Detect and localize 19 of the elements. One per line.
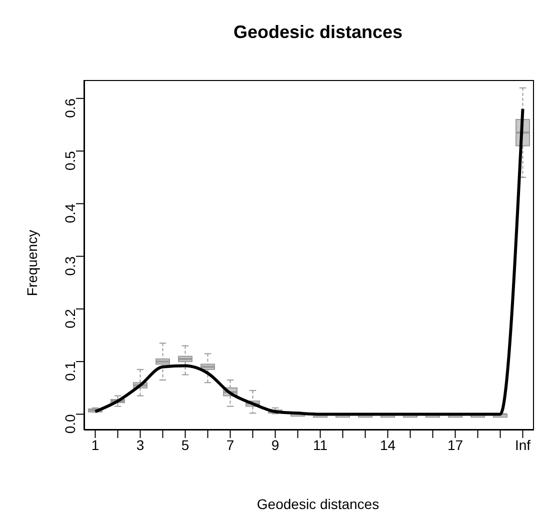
y-tick-label: 0.3 [62, 256, 78, 276]
x-axis-title: Geodesic distances [256, 496, 380, 512]
y-tick-label: 0.1 [62, 361, 78, 382]
y-tick-label: 0.2 [62, 308, 78, 328]
chart-title: Geodesic distances [232, 22, 404, 43]
y-tick-label: 0.4 [62, 203, 78, 224]
x-tick-label: 14 [380, 436, 396, 453]
x-tick-label: 7 [226, 436, 234, 453]
x-tick-label: 1 [91, 436, 100, 453]
x-tick-label: 17 [447, 436, 464, 453]
y-axis-title: Frequency [24, 230, 40, 296]
x-tick-label: Inf [514, 436, 531, 453]
y-tick-label: 0.6 [62, 98, 78, 118]
x-tick-label: 3 [136, 436, 144, 453]
x-tick-label: 5 [181, 436, 190, 453]
y-tick-label: 0.5 [62, 150, 78, 171]
x-tick-label: 9 [271, 436, 280, 453]
x-tick-label: 11 [312, 436, 328, 453]
y-tick-label: 0.0 [62, 414, 78, 434]
